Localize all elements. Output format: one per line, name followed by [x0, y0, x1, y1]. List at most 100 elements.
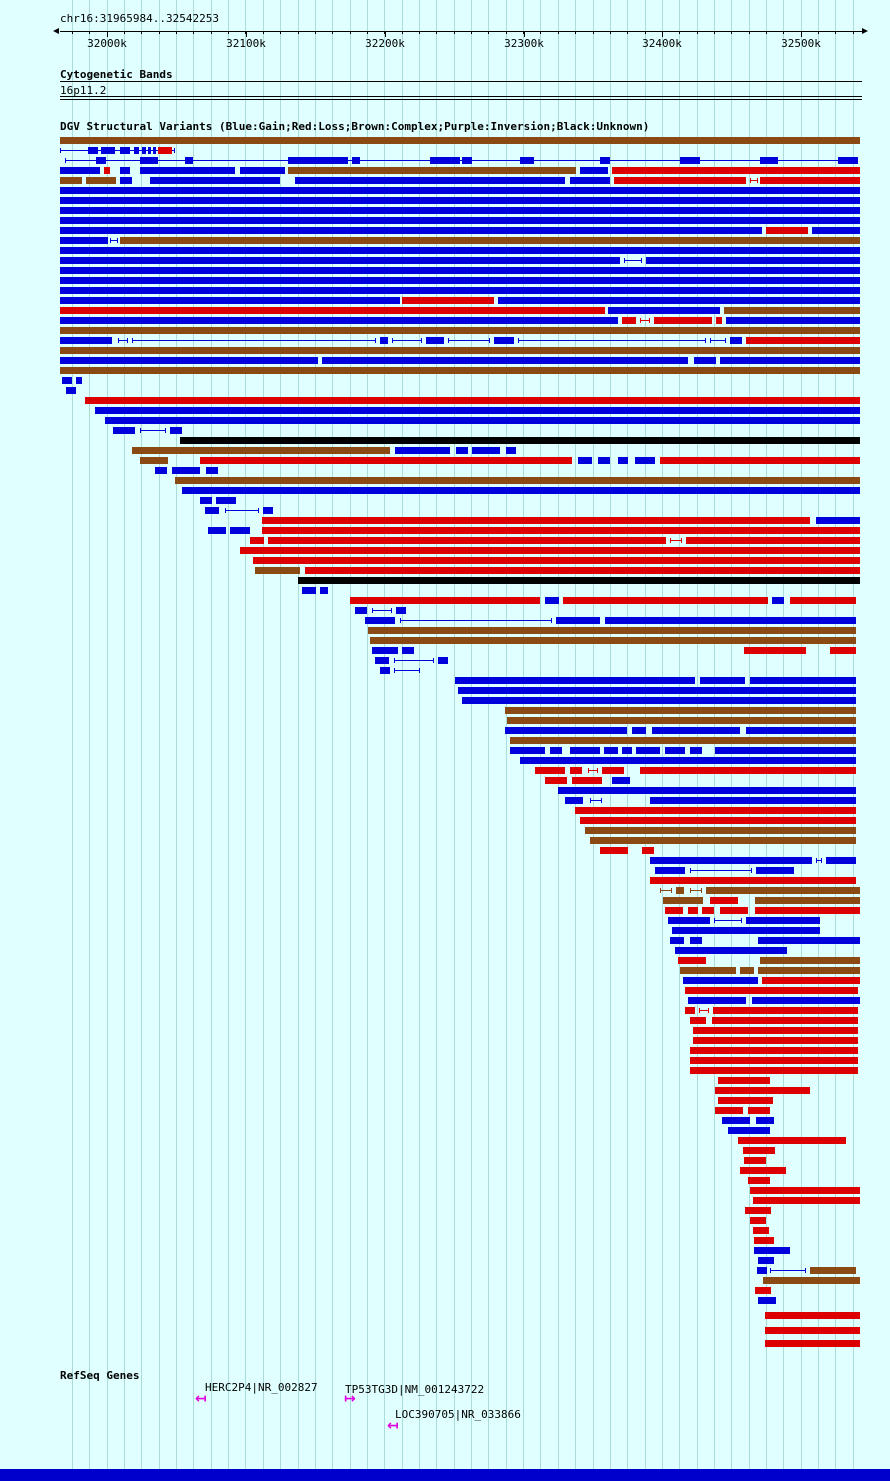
- variant-bar[interactable]: [380, 667, 390, 674]
- variant-bar[interactable]: [565, 797, 583, 804]
- variant-bar[interactable]: [585, 827, 856, 834]
- variant-bar[interactable]: [622, 747, 632, 754]
- variant-bar[interactable]: [650, 797, 856, 804]
- variant-bar[interactable]: [700, 677, 745, 684]
- variant-bar[interactable]: [686, 537, 860, 544]
- gene-arrow-icon[interactable]: ↤: [195, 1391, 207, 1407]
- variant-bar[interactable]: [604, 747, 618, 754]
- variant-bar[interactable]: [693, 1027, 858, 1034]
- variant-bar[interactable]: [86, 177, 116, 184]
- variant-bar[interactable]: [730, 337, 742, 344]
- variant-bar[interactable]: [535, 767, 565, 774]
- variant-bar[interactable]: [744, 647, 806, 654]
- variant-bar[interactable]: [688, 997, 746, 1004]
- variant-bar[interactable]: [352, 157, 360, 164]
- variant-bar[interactable]: [760, 957, 860, 964]
- variant-bar[interactable]: [140, 167, 235, 174]
- variant-bar[interactable]: [758, 1257, 774, 1264]
- variant-bar[interactable]: [676, 887, 684, 894]
- variant-bar[interactable]: [712, 1017, 858, 1024]
- variant-bar[interactable]: [505, 727, 627, 734]
- variant-bar[interactable]: [758, 937, 860, 944]
- variant-bar[interactable]: [510, 737, 856, 744]
- variant-bar[interactable]: [765, 1312, 860, 1319]
- variant-bar[interactable]: [60, 187, 860, 194]
- variant-bar[interactable]: [60, 247, 860, 254]
- variant-bar[interactable]: [365, 617, 395, 624]
- pan-left-icon[interactable]: [53, 28, 59, 34]
- variant-bar[interactable]: [650, 857, 812, 864]
- variant-bar[interactable]: [755, 1287, 771, 1294]
- variant-bar[interactable]: [640, 767, 856, 774]
- variant-bar[interactable]: [612, 167, 860, 174]
- variant-bar[interactable]: [650, 877, 856, 884]
- variant-bar[interactable]: [722, 1117, 750, 1124]
- variant-bar[interactable]: [750, 1187, 860, 1194]
- variant-bar[interactable]: [753, 1227, 769, 1234]
- variant-bar[interactable]: [750, 677, 856, 684]
- variant-bar[interactable]: [302, 587, 316, 594]
- variant-bar[interactable]: [642, 847, 654, 854]
- variant-bar[interactable]: [748, 1177, 770, 1184]
- variant-bar[interactable]: [765, 1340, 860, 1347]
- variant-bar[interactable]: [462, 157, 472, 164]
- variant-bar[interactable]: [740, 1167, 786, 1174]
- variant-bar[interactable]: [120, 237, 860, 244]
- variant-bar[interactable]: [262, 527, 860, 534]
- variant-bar[interactable]: [826, 857, 856, 864]
- variant-bar[interactable]: [578, 457, 592, 464]
- variant-bar[interactable]: [600, 847, 628, 854]
- variant-bar[interactable]: [636, 747, 660, 754]
- variant-bar[interactable]: [158, 147, 172, 154]
- variant-bar[interactable]: [253, 557, 860, 564]
- variant-bar[interactable]: [690, 1057, 858, 1064]
- variant-bar[interactable]: [715, 1087, 810, 1094]
- variant-bar[interactable]: [175, 477, 860, 484]
- variant-bar[interactable]: [355, 607, 367, 614]
- variant-bar[interactable]: [756, 867, 794, 874]
- variant-bar[interactable]: [255, 567, 300, 574]
- variant-bar[interactable]: [60, 357, 318, 364]
- gene-arrow-icon[interactable]: ↤: [387, 1418, 399, 1434]
- variant-bar[interactable]: [498, 297, 860, 304]
- variant-bar[interactable]: [715, 747, 856, 754]
- variant-bar[interactable]: [724, 307, 860, 314]
- variant-bar[interactable]: [766, 227, 808, 234]
- variant-bar[interactable]: [62, 377, 72, 384]
- variant-bar[interactable]: [295, 177, 565, 184]
- variant-bar[interactable]: [810, 1267, 856, 1274]
- variant-bar[interactable]: [575, 807, 856, 814]
- variant-bar[interactable]: [342, 277, 860, 284]
- variant-bar[interactable]: [140, 157, 158, 164]
- variant-bar[interactable]: [646, 257, 860, 264]
- variant-bar[interactable]: [754, 1237, 774, 1244]
- variant-bar[interactable]: [60, 337, 112, 344]
- variant-bar[interactable]: [753, 1197, 860, 1204]
- variant-bar[interactable]: [702, 907, 714, 914]
- variant-bar[interactable]: [170, 427, 182, 434]
- variant-bar[interactable]: [556, 617, 600, 624]
- variant-bar[interactable]: [678, 957, 706, 964]
- variant-bar[interactable]: [652, 727, 740, 734]
- variant-bar[interactable]: [101, 147, 115, 154]
- variant-bar[interactable]: [663, 897, 703, 904]
- variant-bar[interactable]: [655, 867, 685, 874]
- variant-bar[interactable]: [715, 1107, 743, 1114]
- variant-bar[interactable]: [563, 597, 768, 604]
- variant-bar[interactable]: [694, 357, 716, 364]
- variant-bar[interactable]: [206, 467, 218, 474]
- variant-bar[interactable]: [368, 627, 856, 634]
- variant-bar[interactable]: [402, 297, 494, 304]
- variant-bar[interactable]: [60, 327, 860, 334]
- variant-bar[interactable]: [305, 567, 860, 574]
- variant-bar[interactable]: [60, 177, 82, 184]
- variant-bar[interactable]: [720, 357, 860, 364]
- variant-bar[interactable]: [602, 767, 624, 774]
- variant-bar[interactable]: [765, 1327, 860, 1334]
- variant-bar[interactable]: [693, 1037, 858, 1044]
- variant-bar[interactable]: [510, 747, 545, 754]
- variant-bar[interactable]: [728, 1127, 770, 1134]
- variant-bar[interactable]: [458, 687, 856, 694]
- variant-bar[interactable]: [60, 277, 398, 284]
- variant-bar[interactable]: [288, 157, 348, 164]
